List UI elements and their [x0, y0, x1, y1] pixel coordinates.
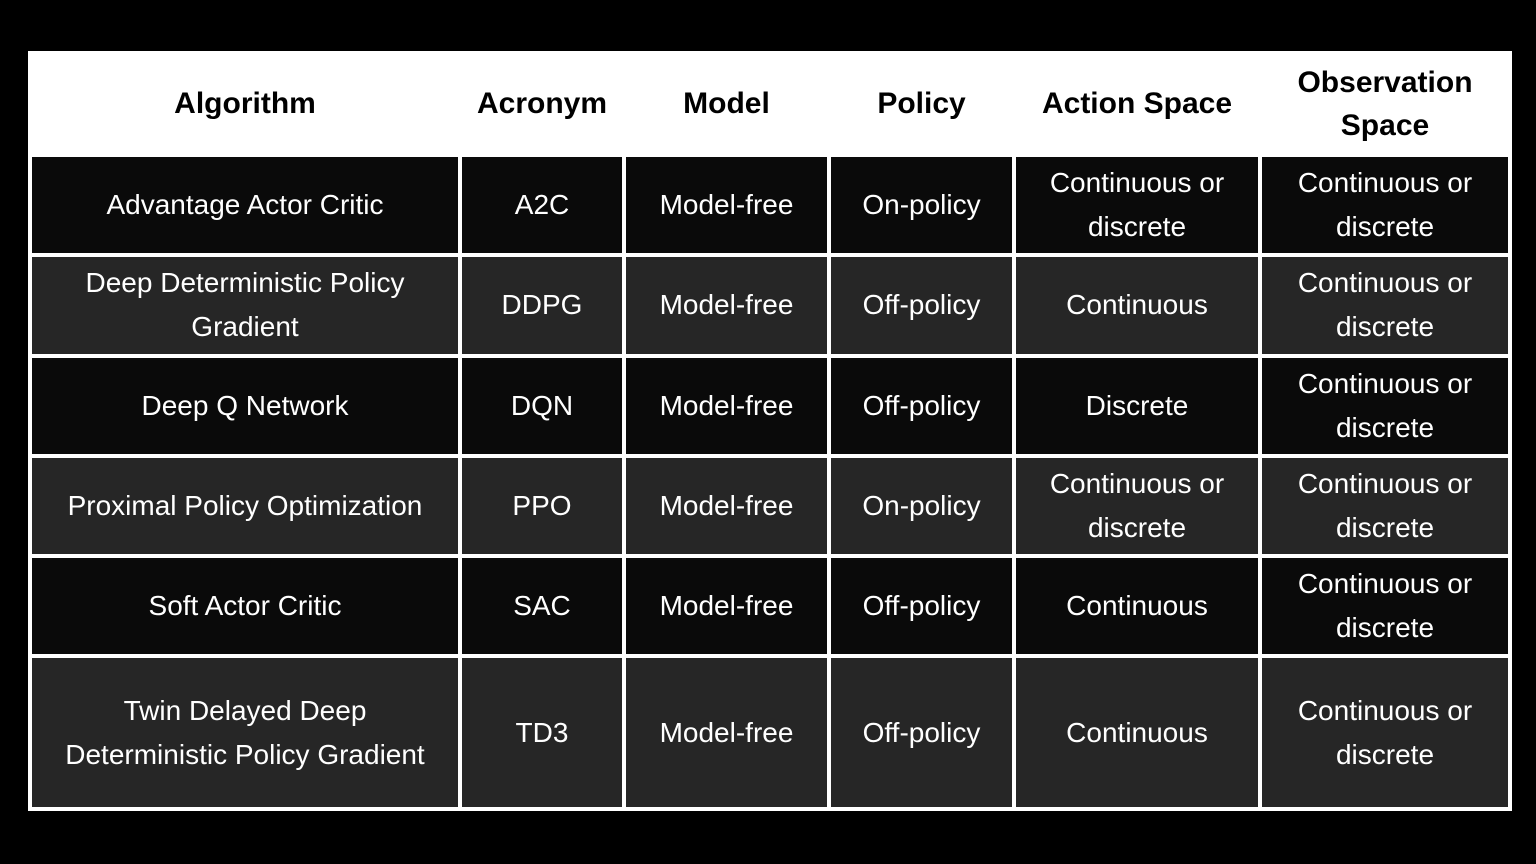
- cell-acronym: DQN: [458, 353, 626, 458]
- column-header-action-space: Action Space: [1012, 51, 1262, 157]
- table-row-ppo: Proximal Policy Optimization PPO Model-f…: [28, 453, 1512, 559]
- cell-acronym: A2C: [458, 152, 626, 258]
- cell-policy: On-policy: [827, 453, 1016, 559]
- column-header-model: Model: [622, 51, 831, 157]
- column-header-policy: Policy: [827, 51, 1016, 157]
- cell-model: Model-free: [622, 453, 831, 559]
- cell-algorithm: Twin Delayed Deep Deterministic Policy G…: [28, 654, 462, 811]
- table-row-dqn: Deep Q Network DQN Model-free Off-policy…: [28, 353, 1512, 458]
- cell-observation-space: Continuous or discrete: [1258, 353, 1512, 458]
- cell-algorithm: Proximal Policy Optimization: [28, 453, 462, 559]
- cell-action-space: Continuous or discrete: [1012, 453, 1262, 559]
- table-row-ddpg: Deep Deterministic Policy Gradient DDPG …: [28, 253, 1512, 358]
- cell-acronym: TD3: [458, 654, 626, 811]
- cell-algorithm: Deep Deterministic Policy Gradient: [28, 253, 462, 358]
- cell-model: Model-free: [622, 654, 831, 811]
- cell-model: Model-free: [622, 253, 831, 358]
- column-header-observation-space: Observation Space: [1258, 51, 1512, 157]
- cell-observation-space: Continuous or discrete: [1258, 654, 1512, 811]
- table-row-sac: Soft Actor Critic SAC Model-free Off-pol…: [28, 554, 1512, 659]
- cell-policy: On-policy: [827, 152, 1016, 258]
- cell-algorithm: Soft Actor Critic: [28, 554, 462, 659]
- column-header-algorithm: Algorithm: [28, 51, 462, 157]
- cell-observation-space: Continuous or discrete: [1258, 152, 1512, 258]
- cell-action-space: Continuous or discrete: [1012, 152, 1262, 258]
- cell-policy: Off-policy: [827, 554, 1016, 659]
- header-row: Algorithm Acronym Model Policy Action Sp…: [28, 51, 1512, 157]
- rl-algorithms-table: Algorithm Acronym Model Policy Action Sp…: [28, 51, 1512, 811]
- cell-policy: Off-policy: [827, 654, 1016, 811]
- cell-model: Model-free: [622, 152, 831, 258]
- cell-model: Model-free: [622, 353, 831, 458]
- cell-action-space: Continuous: [1012, 253, 1262, 358]
- cell-algorithm: Advantage Actor Critic: [28, 152, 462, 258]
- cell-acronym: SAC: [458, 554, 626, 659]
- cell-action-space: Continuous: [1012, 554, 1262, 659]
- table-row-a2c: Advantage Actor Critic A2C Model-free On…: [28, 152, 1512, 258]
- table-container: Algorithm Acronym Model Policy Action Sp…: [28, 51, 1512, 811]
- cell-model: Model-free: [622, 554, 831, 659]
- cell-policy: Off-policy: [827, 253, 1016, 358]
- cell-policy: Off-policy: [827, 353, 1016, 458]
- table-row-td3: Twin Delayed Deep Deterministic Policy G…: [28, 654, 1512, 811]
- cell-observation-space: Continuous or discrete: [1258, 453, 1512, 559]
- cell-acronym: DDPG: [458, 253, 626, 358]
- cell-observation-space: Continuous or discrete: [1258, 554, 1512, 659]
- cell-action-space: Discrete: [1012, 353, 1262, 458]
- cell-acronym: PPO: [458, 453, 626, 559]
- cell-observation-space: Continuous or discrete: [1258, 253, 1512, 358]
- column-header-acronym: Acronym: [458, 51, 626, 157]
- cell-action-space: Continuous: [1012, 654, 1262, 811]
- cell-algorithm: Deep Q Network: [28, 353, 462, 458]
